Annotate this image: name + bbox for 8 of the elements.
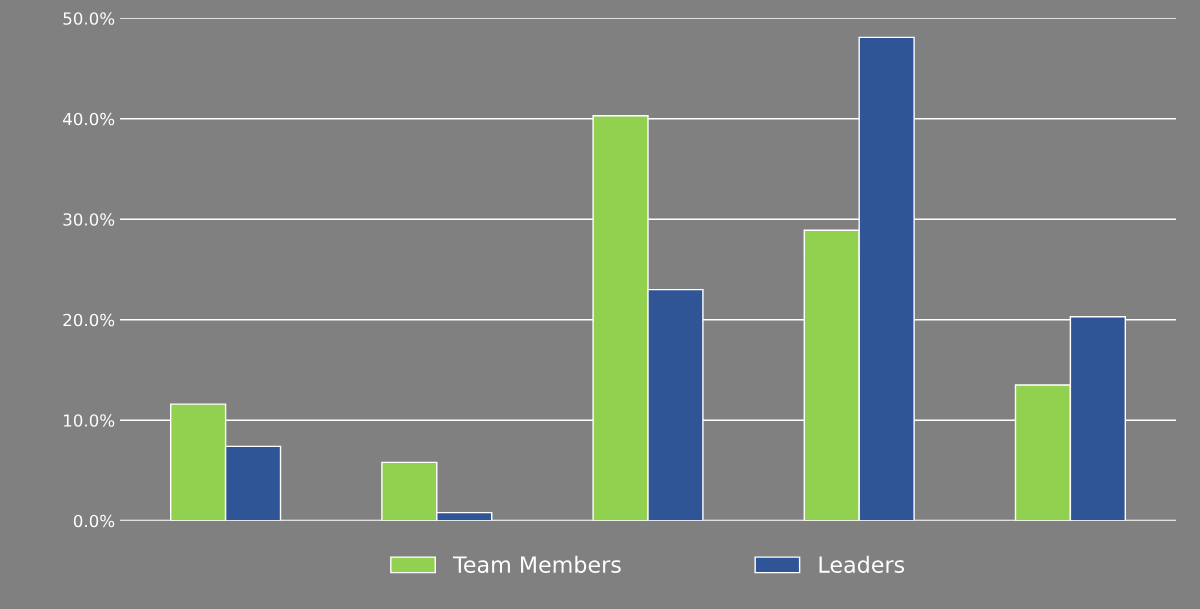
y-tick-label: 50.0% bbox=[63, 12, 115, 25]
legend-label: Leaders bbox=[819, 555, 905, 573]
y-tick-label: 10.0% bbox=[64, 414, 115, 427]
y-tick-label: 40.0% bbox=[63, 112, 115, 126]
legend-label: Team Members bbox=[452, 555, 621, 573]
y-tick-label: 30.0% bbox=[63, 213, 115, 226]
y-tick-label: 0.0% bbox=[73, 514, 115, 528]
y-tick-label: 20.0% bbox=[63, 313, 115, 327]
